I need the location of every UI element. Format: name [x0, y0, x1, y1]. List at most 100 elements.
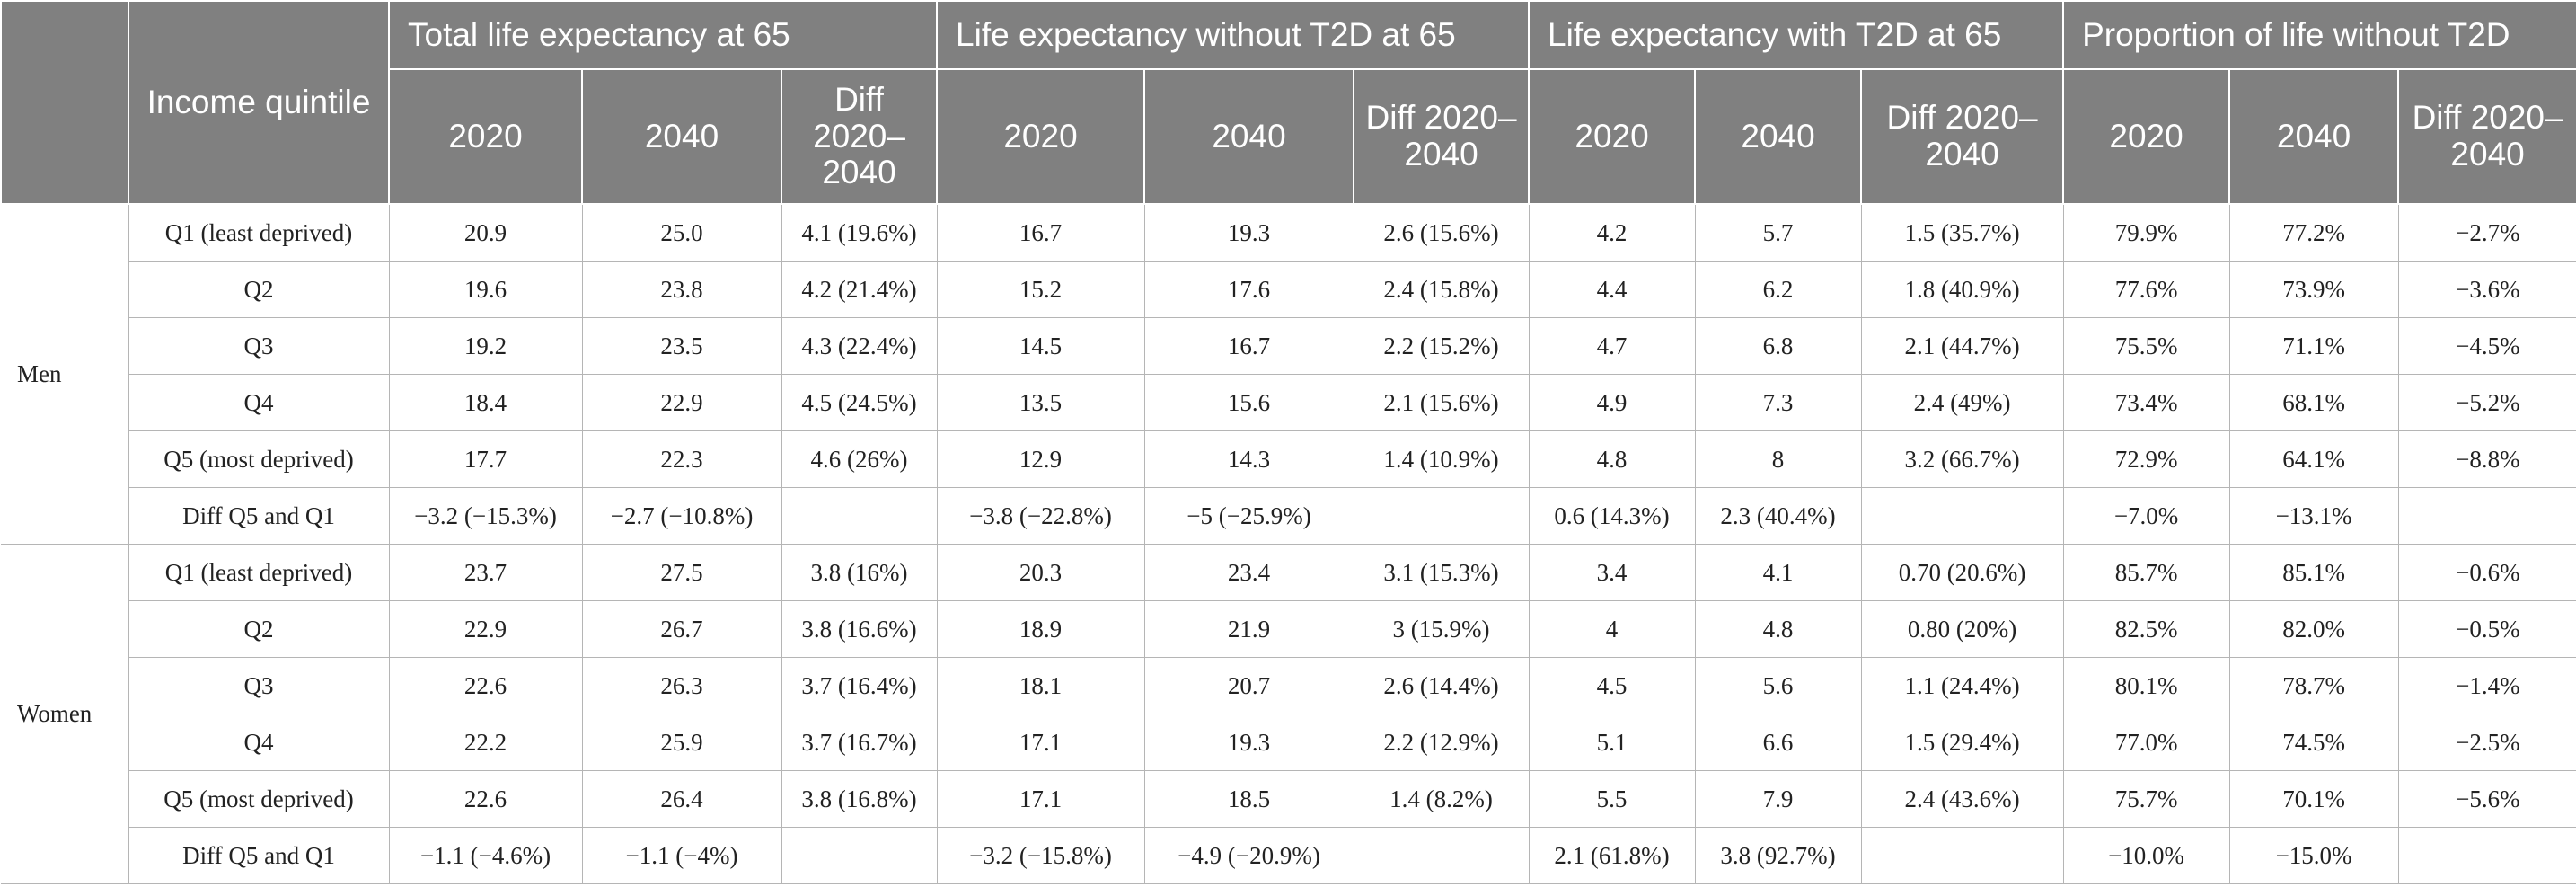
- table-row: Q4 18.4 22.9 4.5 (24.5%) 13.5 15.6 2.1 (15.6%)…: [1, 374, 2576, 431]
- year-2040-header: 2040: [1694, 68, 1863, 205]
- table-row: Women Q1 (least deprived) 23.7 27.5 3.8 (16%…: [1, 544, 2576, 884]
- value-cell: 17.7: [388, 430, 583, 488]
- value-cell: 82.0%: [2228, 600, 2399, 658]
- value-cell: 3 (15.9%): [1353, 600, 1530, 658]
- value-cell: 22.6: [388, 770, 583, 828]
- value-cell: 19.3: [1143, 714, 1354, 771]
- value-cell: 5.5: [1528, 770, 1696, 828]
- value-cell: 17.6: [1143, 261, 1354, 318]
- diff-header: Diff 2020–2040: [780, 68, 939, 205]
- value-cell: 27.5: [581, 544, 782, 601]
- le-with-t2d-group-header: Life expectancy with T2D at 65: [1528, 0, 2065, 70]
- year-2020-header: 2020: [2062, 68, 2231, 205]
- value-cell: 0.6 (14.3%): [1528, 487, 1696, 545]
- diff-header: Diff 2020–2040: [1353, 68, 1531, 205]
- value-cell: [781, 827, 938, 884]
- quintile-label-cell: Q5 (most deprived): [128, 770, 390, 828]
- value-cell: −13.1%: [2228, 487, 2399, 545]
- year-2020-header: 2020: [1528, 68, 1697, 205]
- value-cell: 4.8: [1694, 600, 1862, 658]
- year-2040-header: 2040: [581, 68, 782, 205]
- value-cell: −4.5%: [2397, 317, 2576, 375]
- table-row: Men Q1 (least deprived) 20.9 25.0 4.1 (19.6%…: [1, 204, 2576, 545]
- value-cell: −15.0%: [2228, 827, 2399, 884]
- value-cell: 3.8 (16.8%): [781, 770, 938, 828]
- value-cell: 79.9%: [2062, 204, 2230, 262]
- value-cell: −3.6%: [2397, 261, 2576, 318]
- value-cell: 7.9: [1694, 770, 1862, 828]
- value-cell: 4.7: [1528, 317, 1696, 375]
- value-cell: 5.6: [1694, 657, 1862, 714]
- value-cell: 22.3: [581, 430, 782, 488]
- year-2040-header: 2040: [2228, 68, 2400, 205]
- value-cell: 72.9%: [2062, 430, 2230, 488]
- le-without-t2d-group-header: Life expectancy without T2D at 65: [936, 0, 1531, 70]
- value-cell: 19.3: [1143, 204, 1354, 262]
- quintile-label-cell: Q4: [128, 714, 390, 771]
- proportion-without-t2d-group-header: Proportion of life without T2D: [2062, 0, 2576, 70]
- value-cell: −1.4%: [2397, 657, 2576, 714]
- value-cell: 3.8 (16%): [781, 544, 938, 601]
- value-cell: 18.5: [1143, 770, 1354, 828]
- value-cell: 1.5 (35.7%): [1860, 204, 2064, 262]
- table-row: Q5 (most deprived) 22.6 26.4 3.8 (16.8%) 17.…: [1, 770, 2576, 828]
- value-cell: 19.6: [388, 261, 583, 318]
- value-cell: 4.9: [1528, 374, 1696, 431]
- quintile-label-cell: Diff Q5 and Q1: [128, 827, 390, 884]
- value-cell: 2.1 (44.7%): [1860, 317, 2064, 375]
- table-row: Q4 22.2 25.9 3.7 (16.7%) 17.1 19.3 2.2 (12.9%)…: [1, 714, 2576, 771]
- value-cell: 17.1: [936, 714, 1145, 771]
- value-cell: 3.8 (92.7%): [1694, 827, 1862, 884]
- value-cell: 6.8: [1694, 317, 1862, 375]
- quintile-label-cell: Q2: [128, 261, 390, 318]
- value-cell: [1353, 827, 1530, 884]
- value-cell: 3.4: [1528, 544, 1696, 601]
- value-cell: 25.0: [581, 204, 782, 262]
- value-cell: 2.4 (15.8%): [1353, 261, 1530, 318]
- header-blank-cell: [0, 0, 129, 205]
- value-cell: 6.2: [1694, 261, 1862, 318]
- value-cell: [1860, 487, 2064, 545]
- value-cell: 75.7%: [2062, 770, 2230, 828]
- value-cell: 16.7: [1143, 317, 1354, 375]
- table-row: Q2 22.9 26.7 3.8 (16.6%) 18.9 21.9 3 (15.9%) 4 4…: [1, 600, 2576, 658]
- value-cell: 5.7: [1694, 204, 1862, 262]
- value-cell: −3.2 (−15.8%): [936, 827, 1145, 884]
- value-cell: 64.1%: [2228, 430, 2399, 488]
- quintile-label-cell: Diff Q5 and Q1: [128, 487, 390, 545]
- value-cell: 26.4: [581, 770, 782, 828]
- value-cell: −5.6%: [2397, 770, 2576, 828]
- value-cell: 4.1 (19.6%): [781, 204, 938, 262]
- value-cell: 3.7 (16.4%): [781, 657, 938, 714]
- value-cell: −3.8 (−22.8%): [936, 487, 1145, 545]
- value-cell: [1353, 487, 1530, 545]
- value-cell: 4.3 (22.4%): [781, 317, 938, 375]
- year-2020-header: 2020: [936, 68, 1146, 205]
- table-row: Q3 22.6 26.3 3.7 (16.4%) 18.1 20.7 2.6 (14.4%)…: [1, 657, 2576, 714]
- quintile-label-cell: Q3: [128, 317, 390, 375]
- value-cell: 12.9: [936, 430, 1145, 488]
- value-cell: −5 (−25.9%): [1143, 487, 1354, 545]
- value-cell: 73.9%: [2228, 261, 2399, 318]
- value-cell: 2.6 (14.4%): [1353, 657, 1530, 714]
- table-row: Diff Q5 and Q1 −3.2 (−15.3%) −2.7 (−10.8%)…: [1, 487, 2576, 545]
- value-cell: 0.80 (20%): [1860, 600, 2064, 658]
- value-cell: 4.2 (21.4%): [781, 261, 938, 318]
- value-cell: 14.3: [1143, 430, 1354, 488]
- value-cell: 85.1%: [2228, 544, 2399, 601]
- value-cell: 4.5: [1528, 657, 1696, 714]
- quintile-label-cell: Q5 (most deprived): [128, 430, 390, 488]
- table-row: Q5 (most deprived) 17.7 22.3 4.6 (26%) 12.9 1…: [1, 430, 2576, 488]
- value-cell: 75.5%: [2062, 317, 2230, 375]
- quintile-label-cell: Q1 (least deprived): [128, 204, 390, 262]
- value-cell: 22.2: [388, 714, 583, 771]
- value-cell: 19.2: [388, 317, 583, 375]
- value-cell: 3.7 (16.7%): [781, 714, 938, 771]
- value-cell: −1.1 (−4%): [581, 827, 782, 884]
- diff-header: Diff 2020–2040: [2397, 68, 2576, 205]
- value-cell: 4.5 (24.5%): [781, 374, 938, 431]
- value-cell: 73.4%: [2062, 374, 2230, 431]
- value-cell: 23.5: [581, 317, 782, 375]
- value-cell: 2.1 (61.8%): [1528, 827, 1696, 884]
